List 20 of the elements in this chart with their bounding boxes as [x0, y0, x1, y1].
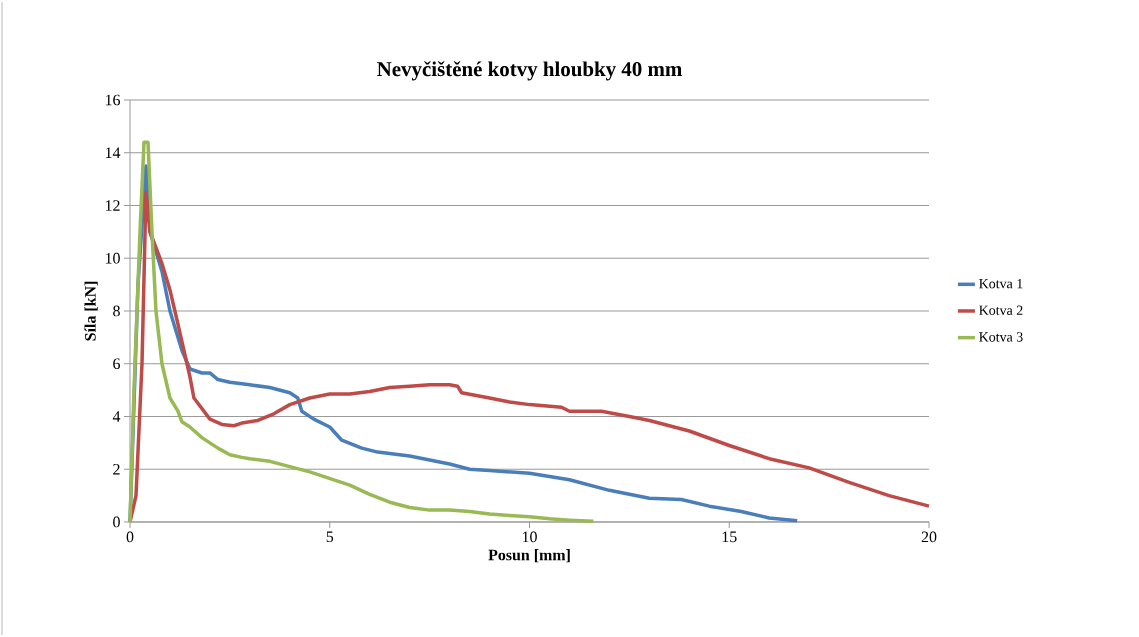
y-tick-label: 12	[105, 200, 120, 211]
y-axis-title: Síla [kN]	[84, 281, 98, 341]
y-tick-label: 16	[105, 94, 121, 106]
legend-label: Kotva 2	[979, 305, 1023, 315]
y-tick-label: 4	[112, 411, 121, 422]
x-axis-title: Posun [mm]	[488, 549, 570, 563]
x-tick-label: 10	[522, 531, 537, 543]
y-tick-label: 6	[113, 358, 121, 370]
legend-label: Kotva 3	[979, 332, 1023, 342]
x-tick-label: 5	[326, 531, 334, 543]
x-tick-label: 20	[921, 531, 937, 543]
y-tick-label: 10	[105, 252, 120, 264]
y-tick-label: 0	[113, 516, 120, 528]
y-tick-label: 8	[113, 305, 120, 317]
legend-label: Kotva 1	[979, 278, 1023, 289]
y-tick-label: 14	[105, 147, 121, 158]
x-tick-label: 15	[722, 531, 737, 543]
chart-title: Nevyčištěné kotvy hloubky 40 mm	[377, 61, 682, 81]
y-tick-label: 2	[113, 463, 120, 475]
x-tick-label: 0	[126, 531, 134, 543]
